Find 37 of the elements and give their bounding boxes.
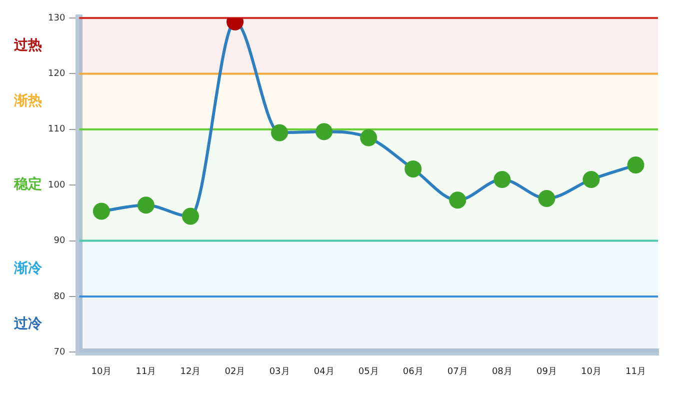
y-tick-label: 110 — [48, 124, 66, 135]
y-tick-label: 130 — [48, 13, 66, 24]
band-label: 过冷 — [13, 316, 43, 332]
point — [538, 190, 556, 207]
y-tick-label: 100 — [48, 180, 66, 190]
x-tick-label: 09月 — [536, 366, 557, 377]
y-tick-label: 120 — [48, 69, 66, 80]
point — [92, 202, 110, 220]
x-tick-label: 04月 — [314, 366, 334, 377]
y-tick-label: 70 — [54, 348, 66, 358]
x-tick-label: 03月 — [269, 366, 290, 377]
point — [360, 129, 378, 146]
point — [404, 160, 422, 178]
x-tick-label: 11月 — [626, 366, 646, 377]
band-label: 稳定 — [13, 176, 42, 193]
point — [137, 196, 154, 214]
point — [271, 124, 288, 142]
point — [582, 171, 600, 188]
point — [316, 123, 333, 140]
point — [627, 156, 644, 174]
point — [182, 208, 199, 225]
x-tick-label: 10月 — [91, 366, 112, 377]
band-label: 渐热 — [13, 93, 42, 110]
x-tick-label: 06月 — [402, 366, 424, 377]
x-tick-label: 05月 — [358, 366, 379, 377]
x-tick-label: 08月 — [492, 366, 512, 377]
band-label: 过热 — [13, 37, 42, 54]
y-tick-label: 80 — [54, 292, 66, 302]
x-tick-label: 12月 — [180, 366, 201, 377]
x-tick-label: 02月 — [224, 366, 246, 377]
x-tick-label: 07月 — [447, 366, 468, 377]
point — [449, 192, 466, 209]
band-label: 渐冷 — [13, 260, 43, 276]
x-tick-label: 10月 — [580, 366, 602, 377]
y-tick-label: 90 — [54, 236, 66, 246]
point — [494, 171, 511, 188]
x-tick-label: 11月 — [136, 366, 156, 377]
